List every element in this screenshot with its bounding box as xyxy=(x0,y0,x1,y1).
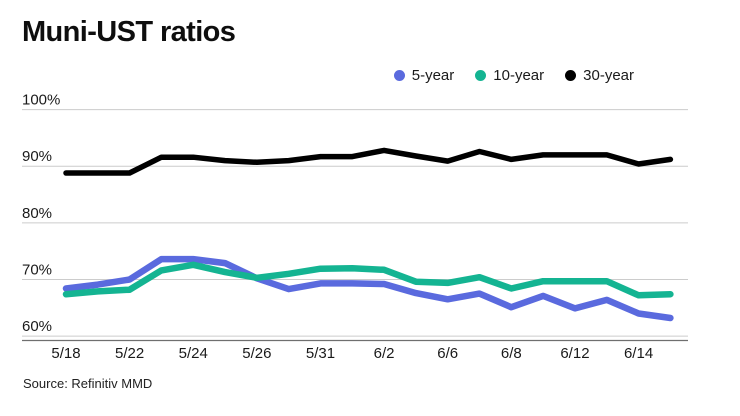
page-title: Muni-UST ratios xyxy=(22,16,236,48)
legend-item-30-year: 30-year xyxy=(565,67,634,84)
legend-item-5-year: 5-year xyxy=(393,67,455,84)
legend-dot-icon xyxy=(475,70,487,81)
legend-dot-icon xyxy=(393,70,405,81)
x-tick-label: 6/6 xyxy=(437,345,458,362)
chart-legend: 5-year 10-year 30-year xyxy=(393,67,634,84)
x-tick-label: 5/31 xyxy=(306,345,335,362)
y-tick-label: 90% xyxy=(22,148,52,165)
legend-item-10-year: 10-year xyxy=(475,67,544,84)
series-line-5-year xyxy=(62,255,674,322)
series-line-10-year xyxy=(62,261,674,299)
x-tick-label: 5/26 xyxy=(242,345,271,362)
legend-item-label: 10-year xyxy=(493,67,545,84)
series-line-30-year xyxy=(63,147,674,176)
y-tick-label: 100% xyxy=(22,92,60,109)
x-tick-label: 5/18 xyxy=(51,345,80,362)
y-tick-label: 60% xyxy=(22,318,52,335)
legend-item-label: 30-year xyxy=(583,67,634,84)
source-note: Source: Refinitiv MMD xyxy=(23,376,153,391)
x-tick-label: 6/8 xyxy=(501,345,522,362)
x-tick-label: 5/24 xyxy=(179,345,208,362)
y-tick-label: 70% xyxy=(22,261,52,278)
x-tick-label: 6/12 xyxy=(560,345,589,362)
x-tick-label: 6/2 xyxy=(374,345,395,362)
legend-item-label: 5-year xyxy=(411,67,455,84)
legend-dot-icon xyxy=(565,70,577,81)
x-tick-label: 5/22 xyxy=(115,345,144,362)
y-tick-label: 80% xyxy=(22,205,52,222)
x-tick-label: 6/14 xyxy=(624,345,653,362)
